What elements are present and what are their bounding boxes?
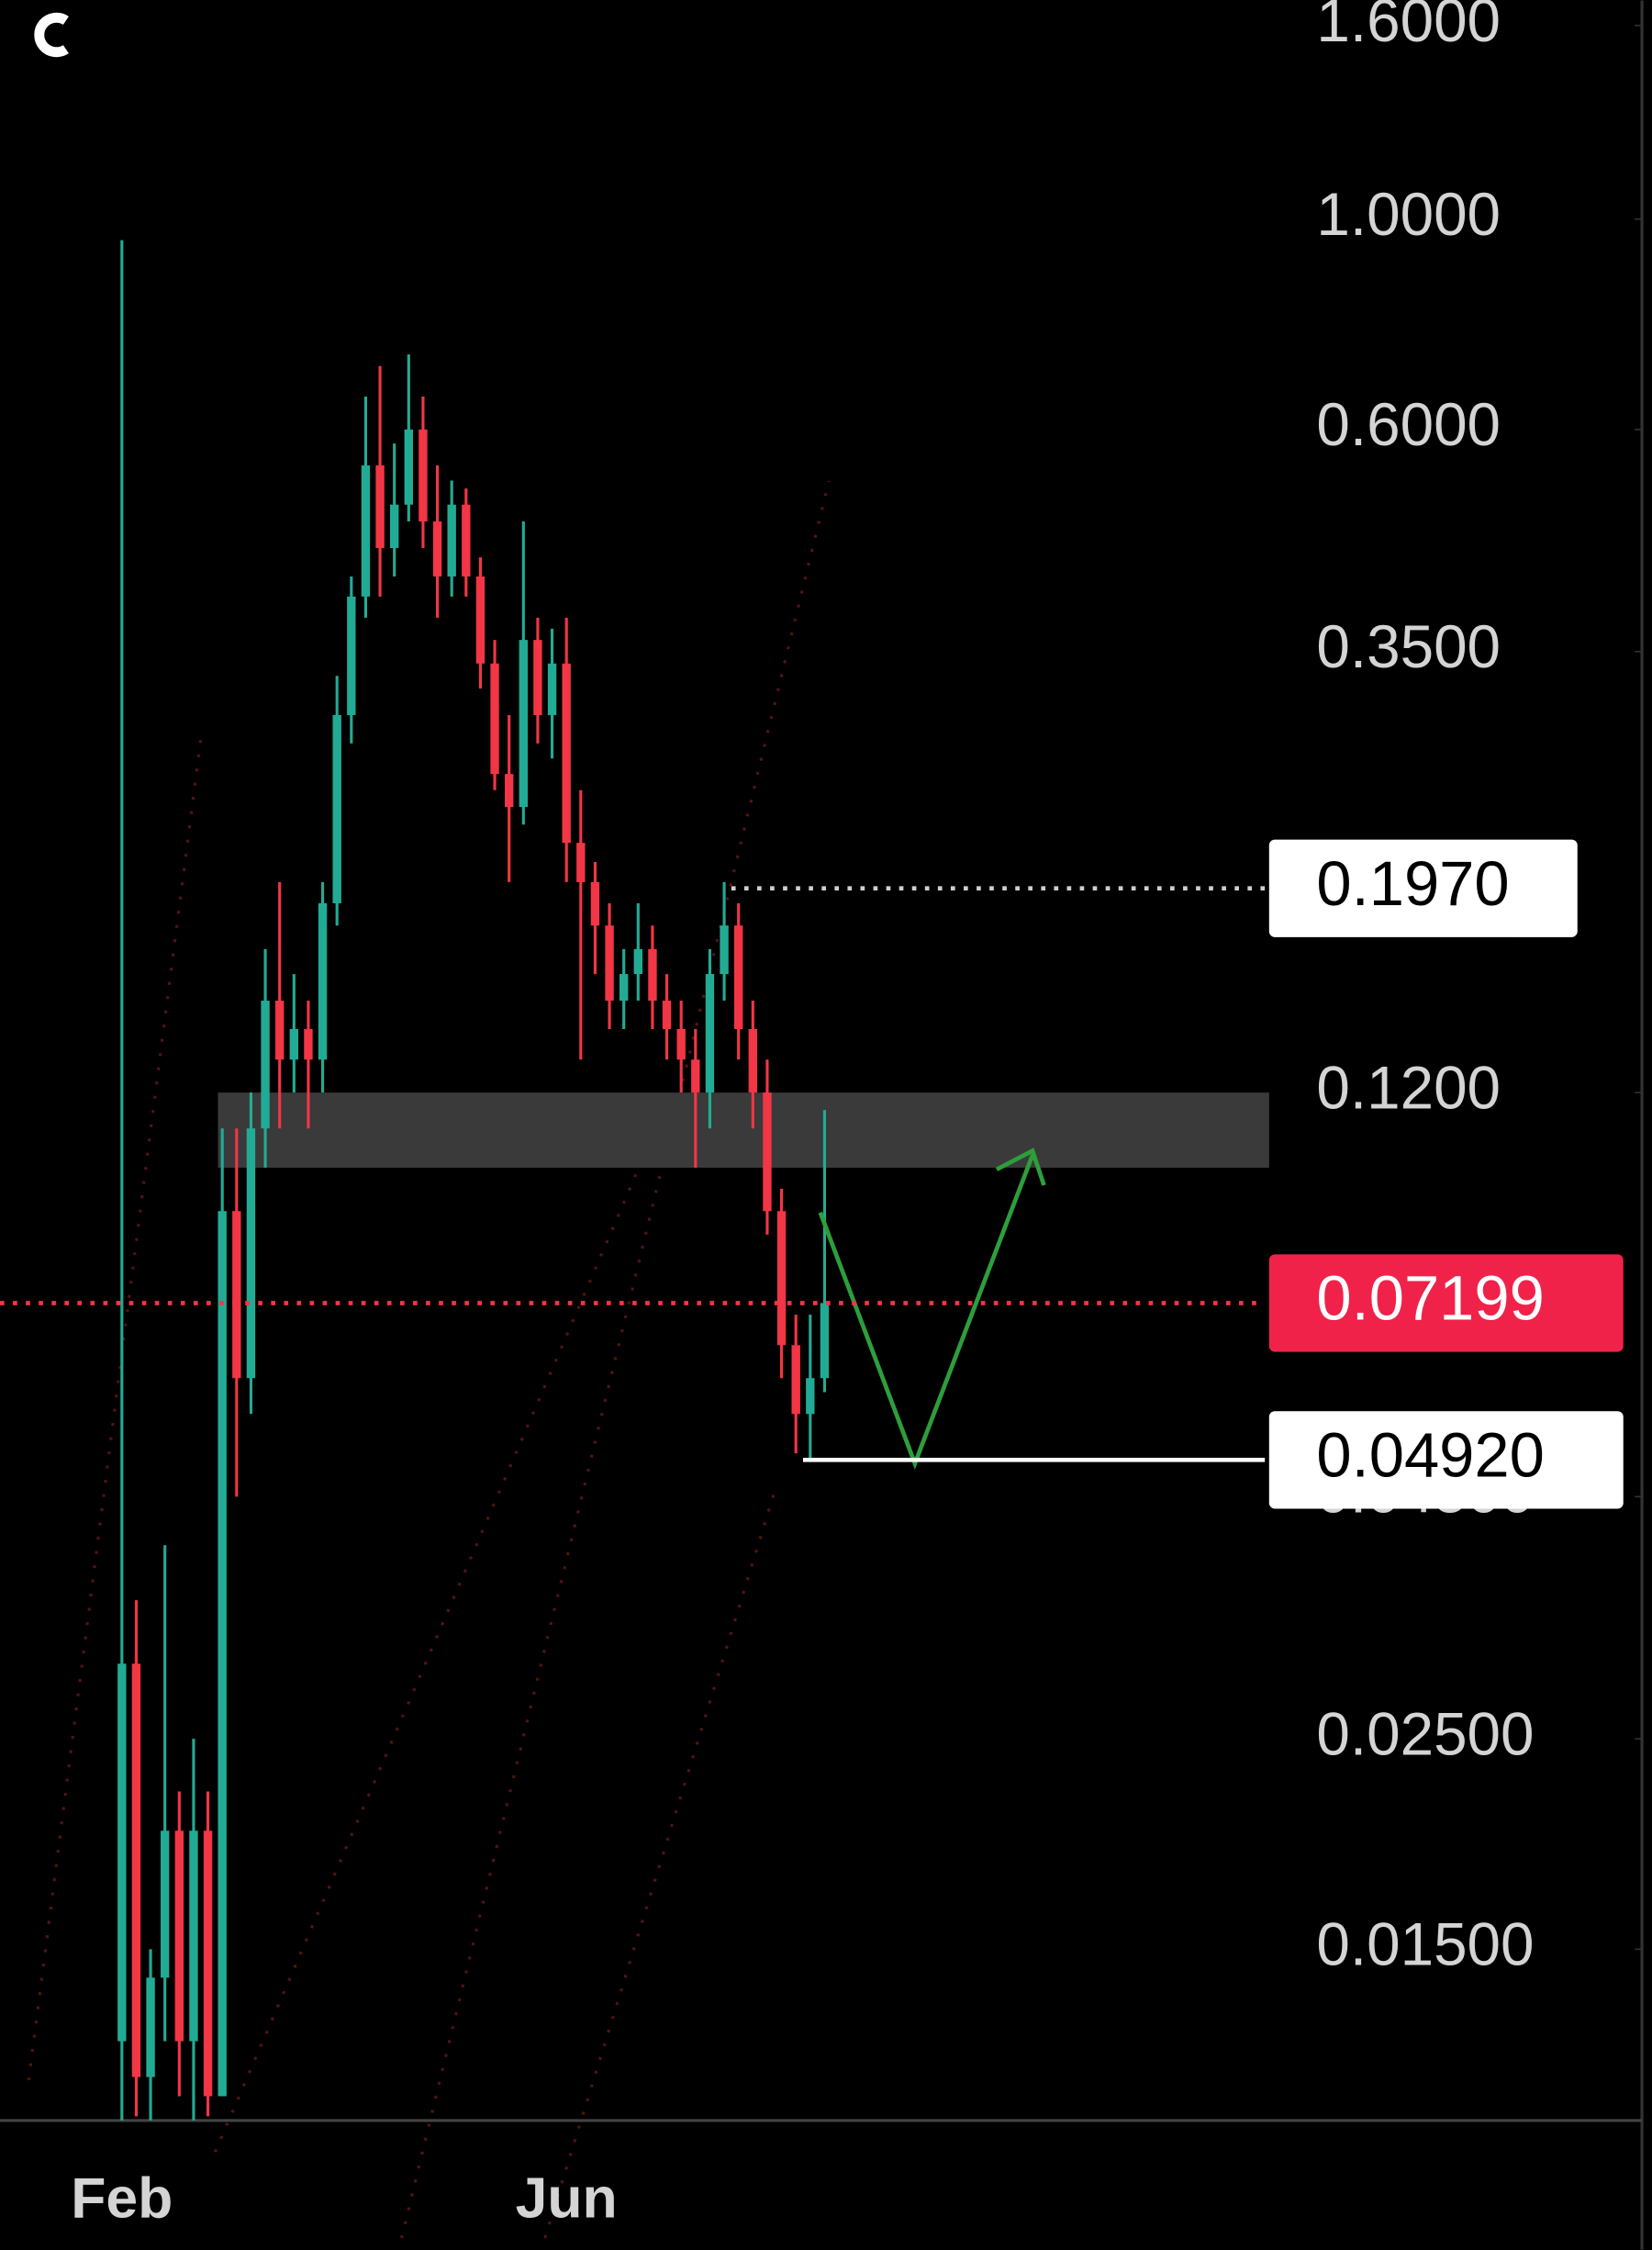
candle-body <box>763 1092 772 1212</box>
candle-body <box>633 948 642 975</box>
candle-body <box>203 1830 213 2097</box>
y-tick-label: 0.6000 <box>1316 391 1501 458</box>
candle-body <box>590 881 600 926</box>
candle-body <box>791 1345 800 1415</box>
drawing-lines <box>27 480 831 2239</box>
pattern-line <box>213 1118 662 2153</box>
candle-body <box>432 521 442 576</box>
candle-body <box>318 902 328 1060</box>
logo <box>34 12 69 58</box>
candle-body <box>547 663 557 715</box>
candle-body <box>332 714 341 903</box>
candle-body <box>648 948 657 1002</box>
candle-body <box>146 1977 155 2077</box>
candle-body <box>662 1001 672 1029</box>
candle-body <box>475 576 486 664</box>
candle-body <box>131 1663 141 2077</box>
candle-body <box>691 1059 700 1093</box>
candle-body <box>174 1830 184 2042</box>
candle-body <box>375 465 385 548</box>
candle-body <box>806 1378 815 1415</box>
candle-body <box>304 1028 313 1060</box>
candle-body <box>275 1001 285 1060</box>
candle-body <box>490 663 499 775</box>
y-tick-label: 0.3500 <box>1316 613 1501 680</box>
candle-body <box>447 504 456 576</box>
projection-arrow <box>818 1154 1035 1470</box>
marks <box>117 240 1269 2121</box>
candle-body <box>117 1663 127 2042</box>
y-tick-label: 1.0000 <box>1316 181 1501 248</box>
candle-body <box>462 504 471 576</box>
candle-body <box>620 974 629 1002</box>
level-label: 0.1970 <box>1316 848 1509 919</box>
candle-body <box>361 465 371 597</box>
candle-body <box>404 429 413 505</box>
candle-body <box>347 596 356 715</box>
candle-body <box>232 1211 241 1379</box>
candle-body <box>605 925 614 1002</box>
candle-body <box>720 925 729 975</box>
candle-body <box>419 429 428 522</box>
candle-body <box>161 1830 170 1978</box>
arrow-head <box>995 1147 1046 1186</box>
candle-body <box>505 774 514 808</box>
x-tick-label: Jun <box>516 2166 618 2230</box>
y-tick-label: 0.1200 <box>1316 1055 1501 1122</box>
level-label-box <box>1268 1254 1624 1352</box>
candle-body <box>218 1211 227 2097</box>
candle-body <box>576 843 586 882</box>
candle-body <box>261 1001 270 1129</box>
candle-body <box>246 1128 256 1379</box>
candle-body <box>519 640 528 808</box>
candle-body <box>748 1028 757 1093</box>
pattern-line <box>543 1492 776 2239</box>
x-tick-label: Feb <box>71 2166 173 2230</box>
candle-body <box>533 640 542 715</box>
level-label-box <box>1268 1411 1624 1509</box>
candle-body <box>776 1211 787 1346</box>
level-label-box <box>1268 839 1578 937</box>
level-label: 0.04920 <box>1316 1419 1545 1490</box>
candle-body <box>705 974 715 1093</box>
y-tick-label: 0.01500 <box>1316 1911 1534 1978</box>
pattern-line <box>27 738 203 2081</box>
candle-body <box>676 1028 686 1060</box>
candle-body <box>820 1303 830 1379</box>
y-tick-label: 1.6000 <box>1316 0 1501 54</box>
pattern-line <box>399 480 831 2239</box>
candle-body <box>562 663 571 844</box>
zone <box>218 1092 1269 1169</box>
level-label: 0.07199 <box>1316 1263 1545 1334</box>
candle-body <box>189 1830 198 2042</box>
candle-body <box>734 925 743 1029</box>
candle-body <box>390 504 399 548</box>
y-tick-label: 0.02500 <box>1316 1700 1534 1767</box>
candle-body <box>289 1028 298 1060</box>
